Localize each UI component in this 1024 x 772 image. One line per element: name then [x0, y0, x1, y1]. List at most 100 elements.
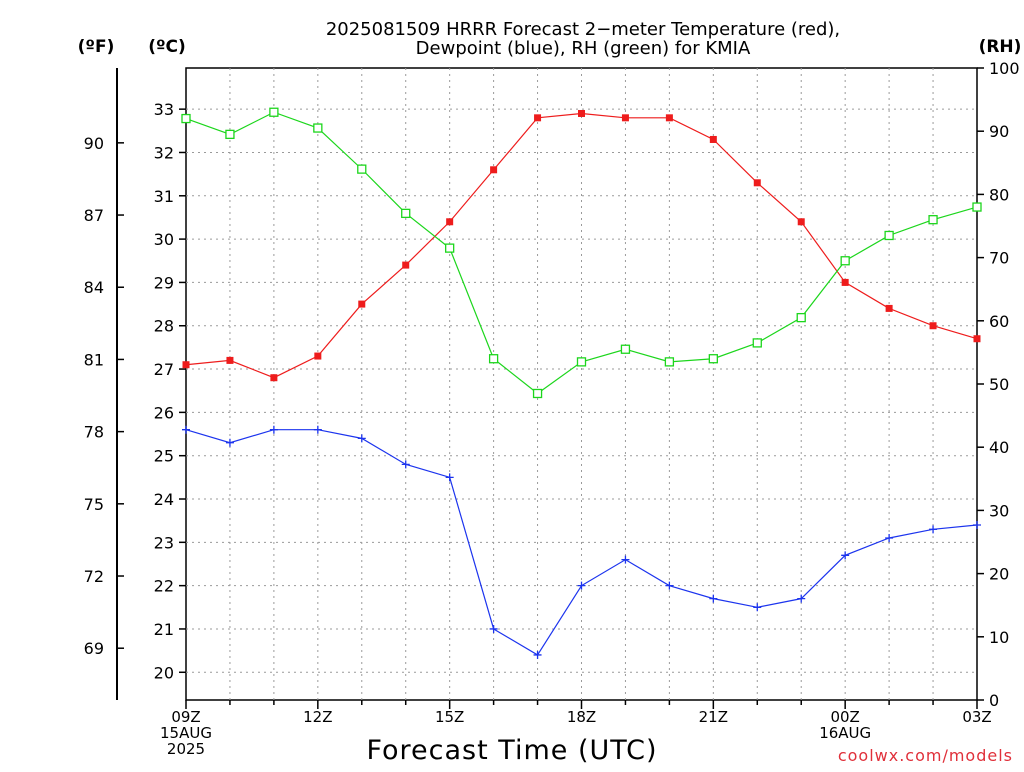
temperature-point	[621, 114, 629, 122]
temperature-point	[314, 352, 322, 360]
dewpoint-point	[182, 425, 190, 434]
dewpoint-point	[885, 533, 894, 542]
x-tick-label: 09Z	[171, 708, 200, 726]
temperature-point	[446, 218, 454, 226]
rh-tick-label: 70	[989, 249, 1009, 268]
rh-tick-label: 40	[989, 438, 1009, 457]
rh-point	[576, 357, 587, 367]
temperature-point	[226, 356, 234, 364]
celsius-tick-label: 29	[154, 273, 174, 292]
x-axis-title: Forecast Time (UTC)	[366, 735, 657, 766]
series-layer	[181, 107, 982, 659]
rh-point	[708, 354, 718, 364]
dewpoint-point	[753, 603, 762, 612]
dewpoint-point	[269, 425, 278, 434]
temperature-point	[797, 218, 805, 226]
x-tick-label: 15Z	[435, 708, 464, 726]
rh-point	[401, 208, 411, 219]
temperature-point	[270, 374, 278, 382]
fahrenheit-tick-label: 78	[84, 423, 104, 442]
chart-title-line-2: Dewpoint (blue), RH (green) for KMIA	[416, 38, 751, 59]
temperature-point	[929, 322, 937, 330]
rh-tick-label: 50	[989, 375, 1009, 394]
watermark-text: coolwx.com/models	[838, 746, 1013, 765]
rh-point	[752, 338, 762, 348]
rh-point	[488, 354, 499, 364]
x-tick-label: 00Z	[830, 708, 859, 726]
celsius-tick-label: 21	[154, 620, 174, 639]
x-tick-label: 15AUG	[160, 724, 212, 742]
celsius-tick-label: 32	[154, 143, 174, 162]
dewpoint-point	[665, 581, 674, 590]
dewpoint-point	[929, 525, 938, 534]
rh-tick-label: 100	[989, 59, 1020, 78]
temperature-point	[534, 114, 542, 122]
fahrenheit-unit-label: (ºF)	[78, 37, 115, 57]
celsius-tick-label: 28	[154, 317, 174, 336]
celsius-unit-label: (ºC)	[148, 37, 186, 57]
temperature-point	[490, 166, 498, 174]
rh-point	[532, 388, 543, 399]
dewpoint-point	[533, 650, 542, 659]
rh-point	[796, 312, 806, 323]
fahrenheit-tick-label: 84	[84, 278, 104, 297]
rh-tick-label: 90	[989, 122, 1009, 141]
celsius-tick-label: 25	[154, 447, 174, 466]
celsius-tick-label: 20	[154, 663, 174, 682]
temperature-point	[358, 300, 366, 308]
temperature-point	[182, 361, 190, 369]
celsius-tick-label: 27	[154, 360, 174, 379]
plot-frame	[185, 67, 978, 701]
celsius-tick-label: 22	[154, 577, 174, 596]
rh-point	[664, 357, 675, 367]
rh-point	[884, 230, 894, 241]
rh-tick-label: 60	[989, 312, 1009, 331]
celsius-tick-label: 33	[154, 100, 174, 119]
dewpoint-point	[401, 460, 410, 469]
rh-point	[225, 129, 235, 140]
fahrenheit-tick-label: 90	[84, 134, 104, 153]
rh-point	[445, 243, 455, 253]
dewpoint-point	[973, 520, 981, 529]
fahrenheit-tick-label: 87	[84, 206, 104, 225]
fahrenheit-tick-label: 81	[84, 350, 104, 369]
rh-tick-label: 10	[989, 628, 1009, 647]
temperature-point	[841, 278, 849, 286]
dewpoint-point	[841, 551, 850, 560]
celsius-tick-label: 24	[154, 490, 174, 509]
x-tick-label: 21Z	[699, 708, 728, 726]
rh-point	[620, 344, 631, 354]
dewpoint-point	[577, 581, 586, 590]
x-tick-label: 18Z	[567, 708, 596, 726]
temperature-point	[885, 304, 893, 312]
rh-point	[269, 107, 279, 117]
dewpoint-point	[621, 555, 630, 564]
chart-title-line-1: 2025081509 HRRR Forecast 2−meter Tempera…	[326, 19, 840, 40]
x-tick-label: 12Z	[303, 708, 332, 726]
celsius-tick-label: 31	[154, 187, 174, 206]
rh-unit-label: (RH)	[979, 37, 1022, 57]
rh-point	[928, 215, 938, 225]
fahrenheit-tick-label: 75	[84, 495, 104, 514]
rh-point	[313, 123, 323, 133]
temperature-point	[402, 261, 410, 269]
celsius-tick-label: 26	[154, 403, 174, 422]
temperature-point	[578, 109, 585, 117]
temperature-point	[973, 335, 981, 343]
rh-tick-label: 0	[989, 691, 999, 710]
dewpoint-point	[489, 624, 498, 633]
rh-tick-label: 30	[989, 501, 1009, 520]
temperature-point	[709, 135, 717, 143]
dewpoint-point	[313, 425, 322, 434]
rh-point	[972, 202, 982, 212]
fahrenheit-tick-label: 72	[84, 567, 104, 586]
rh-point	[181, 113, 191, 124]
rh-tick-label: 80	[989, 185, 1009, 204]
x-tick-label: 16AUG	[819, 724, 871, 742]
grid-layer	[186, 68, 977, 700]
dewpoint-point	[797, 594, 806, 603]
dewpoint-point	[357, 434, 366, 443]
dewpoint-point	[225, 438, 234, 447]
